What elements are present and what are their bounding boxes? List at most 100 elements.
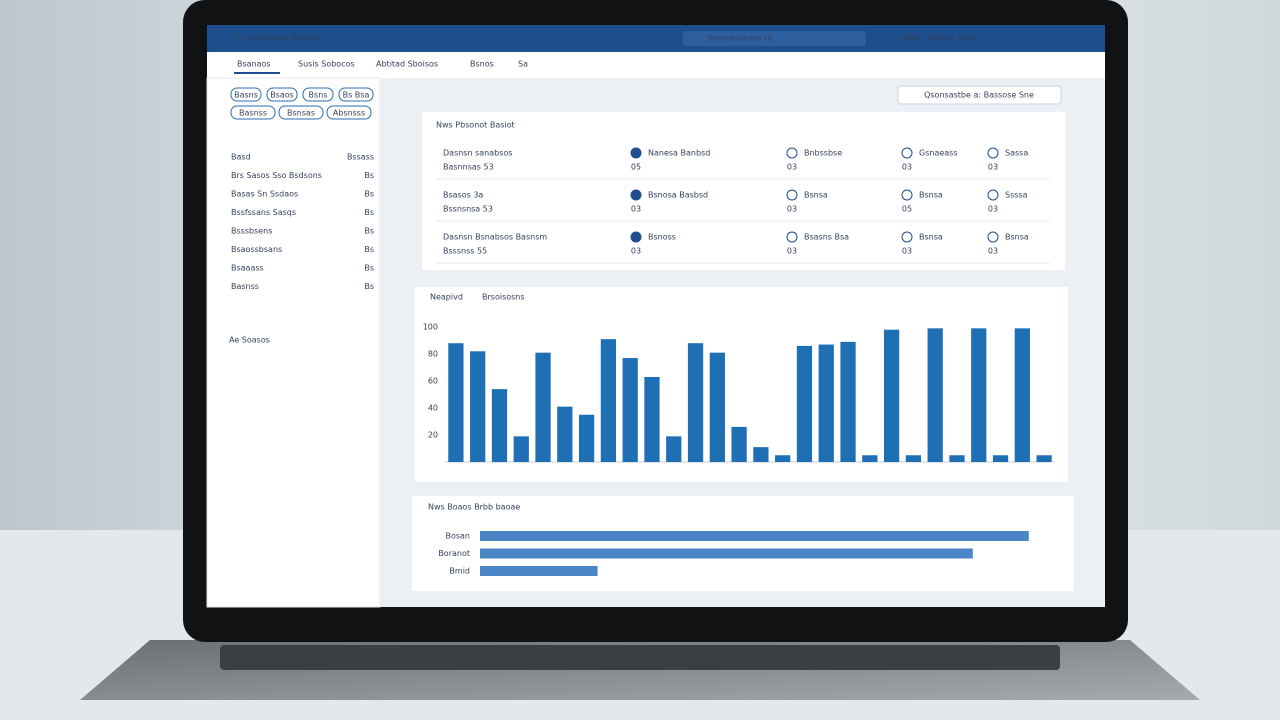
status-badge: [901, 189, 913, 201]
sidebar-count: Bs: [364, 282, 374, 291]
badge-text: 03: [631, 247, 641, 256]
cell-label: Bnbssbse: [804, 149, 842, 158]
status-badge: [786, 231, 798, 243]
bar: [480, 548, 973, 559]
filter-chip[interactable]: [326, 105, 372, 120]
nav-tab[interactable]: Abtitad Sboisos: [376, 60, 438, 69]
filter-chip-label[interactable]: Bsaos: [270, 91, 294, 100]
bar: [905, 455, 922, 462]
menu-item[interactable]: Mbo: [902, 34, 919, 43]
app-title: Ev reaorssny Bnsears: [237, 34, 323, 43]
status-badge: [987, 189, 999, 201]
bar: [992, 455, 1009, 462]
sidebar-item[interactable]: Bsaaass: [231, 264, 264, 273]
status-badge: [901, 147, 913, 159]
keyboard: [220, 645, 1060, 670]
filter-chip[interactable]: [230, 87, 262, 102]
tab-underline: [234, 72, 280, 74]
bar: [883, 329, 900, 462]
bar: [840, 341, 856, 462]
bar: [600, 339, 617, 462]
row-name: Dasnsn Bsnabsos Basnsm: [443, 233, 547, 242]
bar: [513, 436, 529, 462]
filter-chip-label[interactable]: Absnsss: [333, 109, 365, 118]
y-tick-label: 100: [423, 323, 438, 332]
action-label[interactable]: Qsonsastbe a: Bassose Sne: [924, 91, 1034, 100]
bar: [448, 343, 464, 462]
cell-label: Ssssa: [1005, 191, 1028, 200]
y-tick-label: Bmid: [449, 567, 470, 576]
filter-chip-label[interactable]: Bs Bsa: [343, 91, 370, 100]
y-tick-label: 60: [428, 377, 438, 386]
sidebar-footer: Ae Soasos: [229, 336, 270, 345]
bar: [862, 455, 878, 462]
summary-title: Nws Pbsonot Basiot: [436, 121, 515, 130]
chart-subtitle: Brsoisosns: [482, 293, 525, 302]
chart-title: Nws Boaos Brbb baoae: [428, 503, 520, 512]
sidebar-item[interactable]: Bsssbsens: [231, 227, 272, 236]
cell-label: Bsasns Bsa: [804, 233, 849, 242]
status-badge: [630, 189, 642, 201]
badge-text: 05: [902, 205, 912, 214]
row-name: Bsasos 3a: [443, 191, 483, 200]
filter-chip[interactable]: [278, 105, 324, 120]
bar: [796, 345, 813, 462]
badge-text: 03: [787, 163, 797, 172]
filter-chip[interactable]: [338, 87, 374, 102]
search-text: Snsmessnsus ra: [708, 34, 773, 43]
search-box[interactable]: [683, 31, 866, 46]
row-sub: Bssnsnsa 53: [443, 205, 493, 214]
filter-chip-label[interactable]: Bsnsas: [287, 109, 315, 118]
bar: [470, 351, 486, 462]
badge-text: 03: [988, 247, 998, 256]
bar: [480, 531, 1029, 541]
top-bar: [207, 25, 1105, 52]
badge-text: 03: [902, 247, 912, 256]
nav-tab[interactable]: Susis Sobocos: [298, 60, 355, 69]
nav-tab[interactable]: Sa: [518, 60, 528, 69]
sidebar-item[interactable]: Bsaossbsans: [231, 245, 282, 254]
bar: [1014, 328, 1030, 462]
sidebar-item[interactable]: Basnss: [231, 282, 259, 291]
bar: [753, 447, 769, 462]
chart-title: Neapivd: [430, 293, 463, 302]
filter-chip[interactable]: [230, 105, 276, 120]
y-tick-label: Boranot: [438, 549, 470, 558]
menu-item[interactable]: Mbnns Sass: [928, 34, 975, 43]
filter-chip[interactable]: [302, 87, 334, 102]
filter-chip-label[interactable]: Bsns: [309, 91, 328, 100]
bar: [622, 358, 638, 462]
filter-chip-label[interactable]: Basnss: [239, 109, 267, 118]
filter-chip[interactable]: [266, 87, 298, 102]
sidebar: [206, 77, 381, 608]
sidebar-count: Bs: [364, 227, 374, 236]
badge-text: 03: [787, 205, 797, 214]
badge-text: 05: [631, 163, 641, 172]
sidebar-item[interactable]: Brs Sasos Sso Bsdsons: [231, 171, 322, 180]
filter-chip-label[interactable]: Basns: [234, 91, 258, 100]
bar: [644, 376, 660, 462]
bar: [578, 414, 595, 462]
sidebar-count: Bs: [364, 208, 374, 217]
bar: [775, 455, 791, 462]
bar: [666, 436, 682, 462]
sidebar-item[interactable]: Basas Sn Ssdaos: [231, 190, 298, 199]
y-tick-label: 40: [428, 404, 438, 413]
cell-label: Bsnsa: [919, 191, 943, 200]
cell-label: Bsnsa: [804, 191, 828, 200]
sidebar-item[interactable]: Bssfssans Sasqs: [231, 208, 296, 217]
status-badge: [987, 147, 999, 159]
row-sub: Bsssnss 55: [443, 247, 487, 256]
status-badge: [786, 189, 798, 201]
bar: [971, 328, 987, 462]
cell-label: Gsnaeass: [919, 149, 958, 158]
nav-tab[interactable]: Bsanaos: [237, 60, 271, 69]
nav-bar: [207, 52, 1105, 78]
bar: [949, 455, 965, 462]
nav-tab[interactable]: Bsnos: [470, 60, 494, 69]
sidebar-item[interactable]: Basd: [231, 153, 251, 162]
y-tick-label: Bosan: [445, 532, 470, 541]
action-button[interactable]: [897, 85, 1062, 105]
badge-text: 03: [988, 163, 998, 172]
